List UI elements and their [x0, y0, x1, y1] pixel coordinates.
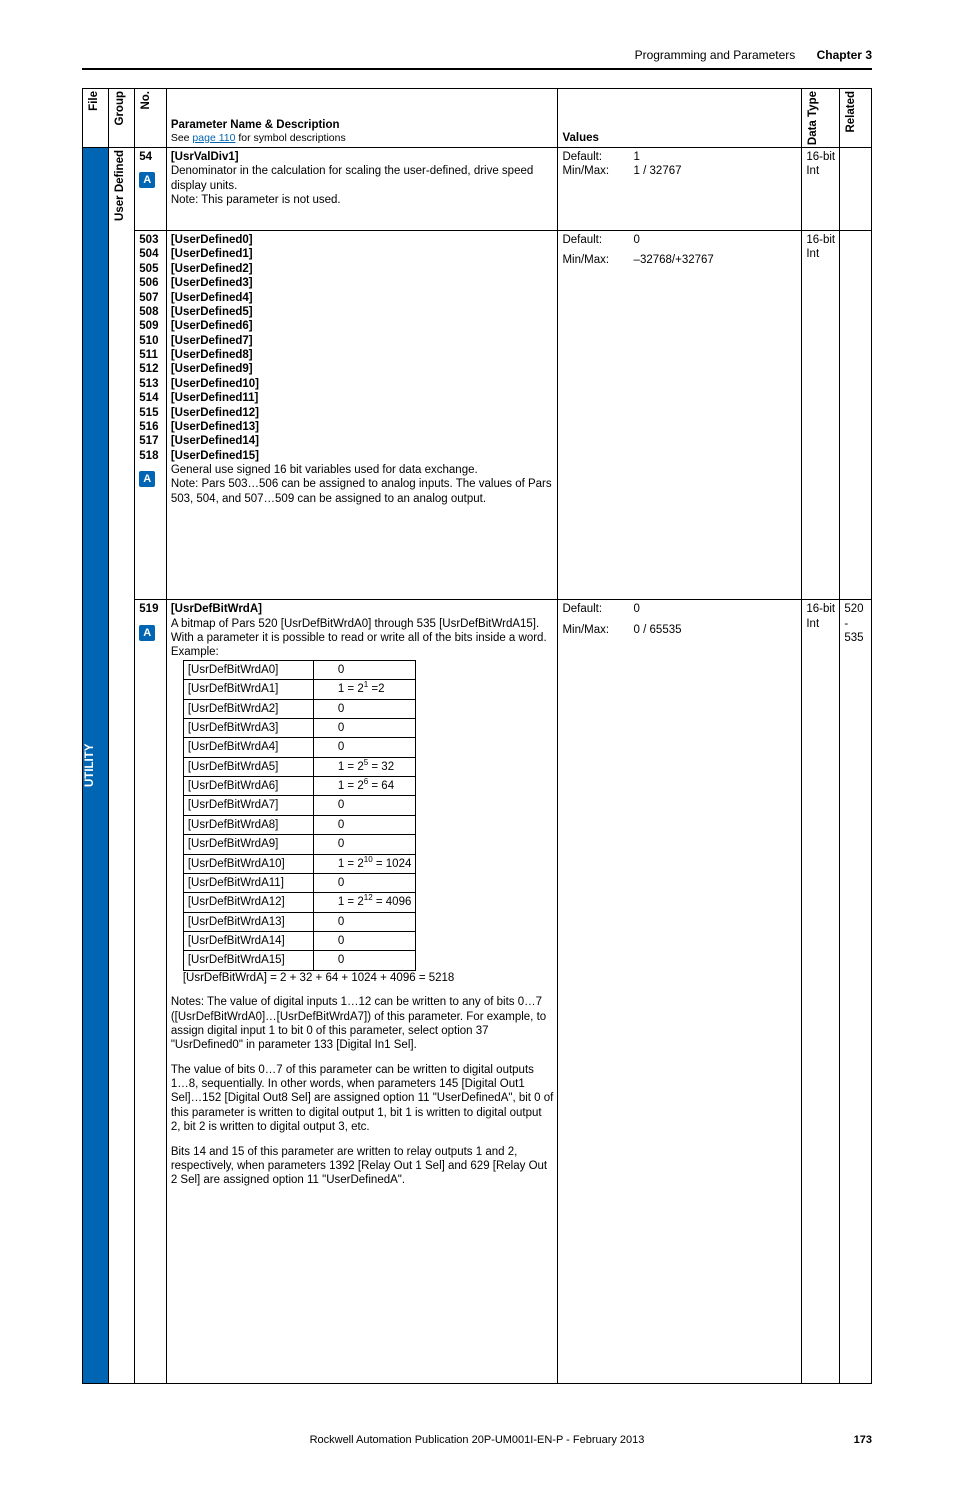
param-note: Note: Pars 503…506 can be assigned to an… [171, 477, 554, 506]
table-row: 519 A [UsrDefBitWrdA] A bitmap of Pars 5… [83, 600, 872, 1384]
th-group: Group [109, 89, 135, 148]
th-file: File [83, 89, 109, 148]
file-label: UTILITY [83, 148, 97, 1383]
param-name: [UsrValDiv1] [171, 150, 554, 164]
val-labels: Default: Min/Max: [558, 231, 630, 600]
th-no-label: No. [139, 91, 153, 110]
attr-badge-icon: A [139, 471, 155, 487]
param-note: Note: This parameter is not used. [171, 193, 554, 207]
example-label: Example: [171, 645, 554, 659]
th-no: No. [135, 89, 167, 148]
parameter-table: File Group No. Parameter Name & Descript… [82, 88, 872, 1384]
dt-cell: 16-bit Int [802, 600, 840, 1384]
val-labels: Default: Min/Max: [558, 148, 630, 231]
desc-cell: [UsrDefBitWrdA] A bitmap of Pars 520 [Us… [166, 600, 558, 1384]
th-name-sub: See page 110 for symbol descriptions [171, 132, 554, 145]
no-cell: 5035045055065075085095105115125135145155… [135, 231, 167, 600]
val-labels: Default: Min/Max: [558, 600, 630, 1384]
th-file-label: File [87, 91, 101, 111]
th-group-label: Group [113, 91, 127, 126]
th-dt-label: Data Type [806, 91, 820, 145]
group-cell: User Defined [109, 148, 135, 1384]
param-name: [UsrDefBitWrdA] [171, 602, 554, 616]
header-title: Programming and Parameters [635, 48, 796, 62]
th-name: Parameter Name & Description See page 11… [166, 89, 558, 148]
param-name-list: [UserDefined0][UserDefined1][UserDefined… [171, 233, 554, 463]
no-cell: 54 A [135, 148, 167, 231]
val-values: 1 1 / 32767 [630, 148, 802, 231]
running-header: Programming and Parameters Chapter 3 [82, 48, 872, 70]
header-chapter: Chapter 3 [817, 48, 872, 62]
file-cell: UTILITY [83, 148, 109, 1384]
page-footer: Rockwell Automation Publication 20P-UM00… [82, 1434, 872, 1446]
bit-example-table: [UsrDefBitWrdA0]0[UsrDefBitWrdA1]1 = 21 … [183, 660, 417, 971]
table-row: UTILITY User Defined 54 A [UsrValDiv1] D… [83, 148, 872, 231]
footer-pub: Rockwell Automation Publication 20P-UM00… [82, 1434, 872, 1446]
param-desc: A bitmap of Pars 520 [UsrDefBitWrdA0] th… [171, 617, 554, 646]
th-related: Related [840, 89, 872, 148]
group-label: User Defined [113, 150, 127, 221]
val-values: 0 –32768/+32767 [630, 231, 802, 600]
no-cell: 519 A [135, 600, 167, 1384]
dt-cell: 16-bit Int [802, 231, 840, 600]
notes-1: Notes: The value of digital inputs 1…12 … [171, 995, 554, 1053]
dt-cell: 16-bit Int [802, 148, 840, 231]
th-datatype: Data Type [802, 89, 840, 148]
desc-cell: [UserDefined0][UserDefined1][UserDefined… [166, 231, 558, 600]
footer-pageno: 173 [854, 1434, 872, 1446]
bit-sum: [UsrDefBitWrdA] = 2 + 32 + 64 + 1024 + 4… [183, 971, 554, 985]
attr-badge-icon: A [139, 172, 155, 188]
table-row: 5035045055065075085095105115125135145155… [83, 231, 872, 600]
th-rel-label: Related [844, 91, 858, 133]
page-link[interactable]: page 110 [192, 132, 235, 144]
attr-badge-icon: A [139, 625, 155, 641]
rel-cell [840, 148, 872, 231]
rel-cell: 520 - 535 [840, 600, 872, 1384]
th-name-label: Parameter Name & Description [171, 118, 554, 132]
notes-2: The value of bits 0…7 of this parameter … [171, 1063, 554, 1135]
param-desc: Denominator in the calculation for scali… [171, 164, 554, 193]
desc-cell: [UsrValDiv1] Denominator in the calculat… [166, 148, 558, 231]
th-values: Values [558, 89, 802, 148]
notes-3: Bits 14 and 15 of this parameter are wri… [171, 1145, 554, 1188]
val-values: 0 0 / 65535 [630, 600, 802, 1384]
param-desc: General use signed 16 bit variables used… [171, 463, 554, 477]
rel-cell [840, 231, 872, 600]
no-list: 5035045055065075085095105115125135145155… [139, 233, 162, 463]
